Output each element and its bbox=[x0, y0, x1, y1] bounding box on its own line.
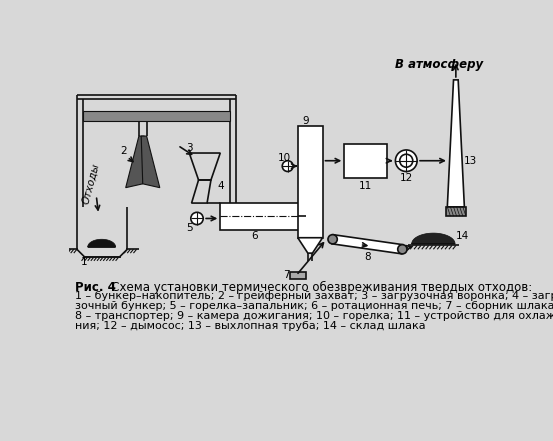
Text: 10: 10 bbox=[278, 153, 291, 163]
Circle shape bbox=[400, 154, 413, 167]
Text: 8 – транспортер; 9 – камера дожигания; 10 – горелка; 11 – устройство для охлажде: 8 – транспортер; 9 – камера дожигания; 1… bbox=[75, 311, 553, 321]
Text: 11: 11 bbox=[358, 181, 372, 191]
Text: 1 – бункер–накопитель; 2 – грейферный захват; 3 – загрузочная воронка; 4 – загру: 1 – бункер–накопитель; 2 – грейферный за… bbox=[75, 291, 553, 301]
Text: 14: 14 bbox=[456, 231, 469, 241]
Circle shape bbox=[191, 212, 203, 224]
Bar bbox=[446, 207, 466, 216]
Text: 3: 3 bbox=[186, 142, 192, 153]
Text: Рис. 4: Рис. 4 bbox=[75, 281, 116, 294]
Text: 7: 7 bbox=[284, 270, 290, 280]
Text: 5: 5 bbox=[186, 223, 192, 233]
Text: 1: 1 bbox=[81, 258, 88, 267]
Circle shape bbox=[328, 235, 337, 244]
Polygon shape bbox=[411, 233, 455, 244]
Text: 9: 9 bbox=[302, 116, 309, 126]
Text: 2: 2 bbox=[120, 146, 127, 157]
Text: ния; 12 – дымосос; 13 – выхлопная труба; 14 – склад шлака: ния; 12 – дымосос; 13 – выхлопная труба;… bbox=[75, 321, 426, 331]
Polygon shape bbox=[447, 80, 465, 207]
Polygon shape bbox=[126, 136, 144, 188]
Polygon shape bbox=[298, 238, 322, 253]
Circle shape bbox=[395, 150, 417, 172]
Text: 12: 12 bbox=[400, 173, 413, 183]
Text: 4: 4 bbox=[218, 181, 225, 191]
Polygon shape bbox=[88, 239, 116, 247]
Bar bbox=[83, 111, 229, 121]
Text: В атмосферу: В атмосферу bbox=[395, 58, 483, 71]
Bar bbox=[298, 126, 322, 238]
Polygon shape bbox=[141, 136, 160, 188]
Text: Схема установки термического обезвреживания твердых отходов:: Схема установки термического обезврежива… bbox=[100, 281, 533, 294]
Bar bbox=[290, 273, 305, 279]
Text: зочный бункер; 5 – горелка–запальник; 6 – ротационная печь; 7 – сборник шлака;: зочный бункер; 5 – горелка–запальник; 6 … bbox=[75, 301, 553, 311]
Text: 6: 6 bbox=[251, 231, 258, 241]
Bar bbox=[345, 144, 387, 179]
Text: Отходы: Отходы bbox=[81, 162, 101, 206]
Circle shape bbox=[398, 245, 407, 254]
Circle shape bbox=[282, 161, 293, 172]
Bar bbox=[220, 203, 305, 230]
Text: 8: 8 bbox=[364, 252, 371, 262]
Text: 13: 13 bbox=[464, 156, 477, 166]
Polygon shape bbox=[332, 235, 403, 254]
